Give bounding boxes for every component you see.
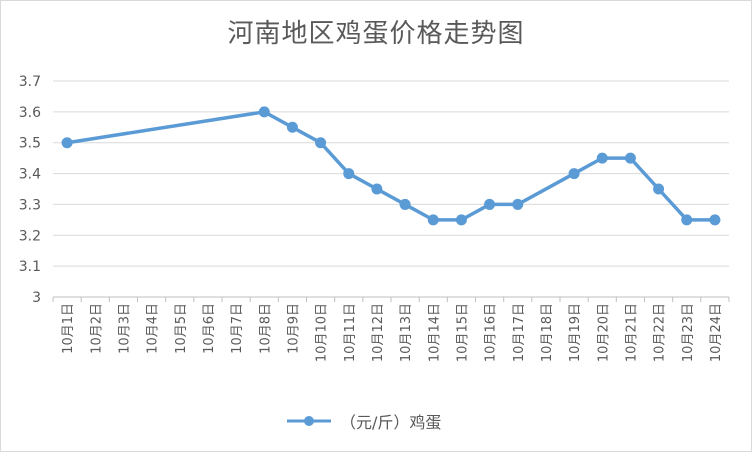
- x-tick-label: 10月15日: [455, 303, 470, 362]
- legend: （元/斤）鸡蛋: [286, 410, 441, 432]
- data-point: [681, 214, 693, 226]
- legend-label: （元/斤）鸡蛋: [340, 413, 442, 432]
- data-point: [568, 168, 580, 180]
- x-tick-label: 10月12日: [371, 303, 386, 362]
- x-tick-label: 10月6日: [202, 303, 217, 354]
- x-tick-label: 10月24日: [709, 303, 724, 362]
- axes: [52, 296, 730, 302]
- x-tick-label: 10月23日: [681, 303, 696, 362]
- data-point: [286, 121, 298, 133]
- grid-lines: [53, 80, 729, 267]
- data-point: [709, 214, 721, 226]
- x-tick-label: 10月1日: [61, 303, 76, 354]
- x-tick-label: 10月17日: [512, 303, 527, 362]
- data-point: [512, 198, 524, 210]
- y-tick-label: 3: [32, 290, 41, 306]
- y-tick-label: 3.4: [19, 167, 41, 183]
- x-tick-label: 10月14日: [427, 303, 442, 362]
- data-point: [399, 198, 411, 210]
- data-point: [61, 137, 73, 149]
- data-point: [371, 183, 383, 195]
- x-tick-label: 10月16日: [484, 303, 499, 362]
- x-tick-label: 10月5日: [174, 303, 189, 354]
- data-point: [596, 152, 608, 164]
- x-tick-label: 10月7日: [230, 303, 245, 354]
- series-line: [65, 110, 717, 222]
- y-tick-label: 3.3: [19, 197, 41, 213]
- y-tick-labels: 3 3.1 3.2 3.3 3.4 3.5 3.6 3.7: [19, 74, 41, 306]
- x-tick-label: 10月20日: [596, 303, 611, 362]
- x-tick-label: 10月19日: [568, 303, 583, 362]
- x-tick-label: 10月22日: [653, 303, 668, 362]
- data-point: [484, 198, 496, 210]
- x-tick-labels: 10月1日 10月2日 10月3日 10月4日 10月5日 10月6日 10月7日 10月8日…: [61, 303, 724, 362]
- x-tick-label: 10月3日: [117, 303, 132, 354]
- series-egg-price: [61, 106, 721, 226]
- data-point: [427, 214, 439, 226]
- x-tick-label: 10月21日: [624, 303, 639, 362]
- data-point: [653, 183, 665, 195]
- data-point: [455, 214, 467, 226]
- x-tick-label: 10月11日: [343, 303, 358, 362]
- data-point: [315, 137, 327, 149]
- y-tick-label: 3.7: [19, 74, 41, 90]
- y-tick-label: 3.5: [19, 136, 41, 152]
- data-point: [624, 152, 636, 164]
- data-point: [343, 168, 355, 180]
- y-tick-label: 3.1: [19, 259, 41, 275]
- x-tick-label: 10月10日: [315, 303, 330, 362]
- legend-swatch: [287, 416, 331, 426]
- x-tick-label: 10月8日: [258, 303, 273, 354]
- y-tick-label: 3.6: [19, 105, 41, 121]
- chart-title: 河南地区鸡蛋价格走势图: [227, 19, 525, 49]
- data-point: [258, 106, 270, 118]
- y-tick-label: 3.2: [19, 228, 41, 244]
- x-tick-label: 10月4日: [146, 303, 161, 354]
- x-tick-label: 10月18日: [540, 303, 555, 362]
- x-tick-label: 10月2日: [89, 303, 104, 354]
- x-tick-label: 10月13日: [399, 303, 414, 362]
- x-tick-label: 10月9日: [286, 303, 301, 354]
